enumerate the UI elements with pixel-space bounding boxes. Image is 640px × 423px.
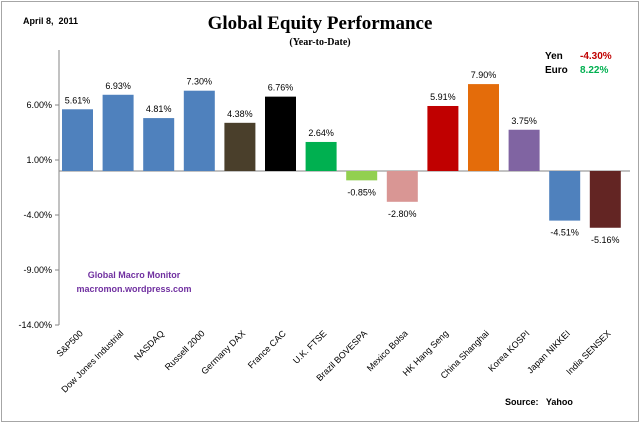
data-label: 6.76% [268, 83, 294, 93]
data-label: 5.61% [65, 95, 91, 105]
bar [427, 105, 459, 171]
x-tick-label: Russell 2000 [163, 328, 207, 372]
bar [305, 141, 337, 171]
chart-title: Global Equity Performance [208, 13, 433, 34]
bar [224, 122, 256, 171]
x-tick-label: Mexico Bolsa [365, 328, 410, 373]
y-tick-label: 6.00% [26, 100, 52, 110]
chart-subtitle: (Year-to-Date) [289, 37, 350, 48]
data-label: 7.30% [187, 77, 213, 87]
data-label: -4.51% [550, 228, 579, 238]
x-tick-label: Korea KOSPI [486, 328, 531, 373]
y-tick-label: 1.00% [26, 155, 52, 165]
data-label: 3.75% [511, 116, 537, 126]
bar [265, 96, 296, 171]
bar [62, 109, 93, 171]
date-label: April 8, 2011 [23, 16, 78, 26]
data-label: -0.85% [347, 187, 376, 197]
x-tick-label: S&P500 [54, 328, 84, 358]
data-label: 4.81% [146, 104, 172, 114]
data-label: -2.80% [388, 209, 417, 219]
currency-euro-value: 8.22% [580, 65, 608, 76]
bar [468, 84, 499, 171]
data-label: 2.64% [308, 128, 334, 138]
x-tick-label: France CAC [246, 328, 288, 370]
data-label: 6.93% [105, 81, 131, 91]
y-tick-label: -14.00% [18, 320, 52, 330]
data-label: 7.90% [471, 70, 497, 80]
currency-yen-value: -4.30% [580, 51, 612, 62]
currency-euro-label: Euro [545, 65, 568, 76]
bar [549, 171, 581, 221]
bar [143, 118, 175, 171]
bar [183, 90, 215, 171]
data-label: 5.91% [430, 92, 456, 102]
data-label: 4.38% [227, 109, 253, 119]
bar [589, 171, 621, 228]
watermark-title: Global Macro Monitor [88, 270, 181, 280]
x-tick-label: U.K. FTSE [291, 328, 328, 365]
y-tick-label: -9.00% [23, 265, 52, 275]
bar [102, 94, 134, 171]
source-label: Source: Yahoo [505, 397, 573, 407]
currency-yen-label: Yen [545, 51, 563, 62]
y-tick-label: -4.00% [23, 210, 52, 220]
bar [508, 129, 540, 171]
bar [386, 171, 418, 202]
bar [346, 171, 378, 181]
data-label: -5.16% [591, 235, 620, 245]
x-tick-label: NASDAQ [132, 328, 166, 362]
watermark-url: macromon.wordpress.com [76, 284, 191, 294]
